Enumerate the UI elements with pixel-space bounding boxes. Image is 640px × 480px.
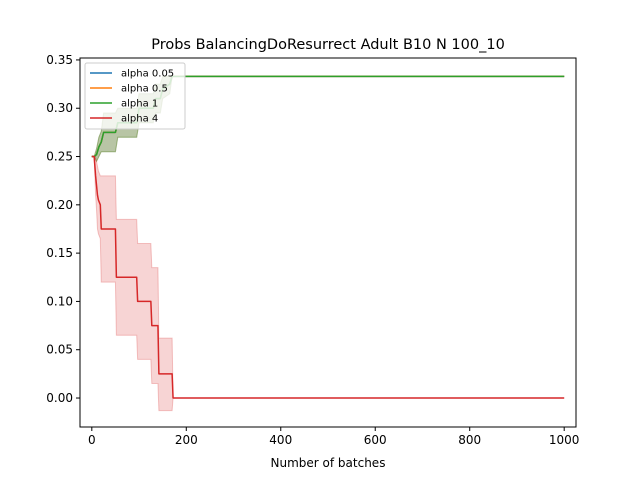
x-tick-label: 0 — [88, 433, 96, 447]
x-tick-label: 800 — [458, 433, 481, 447]
y-tick-label: 0.25 — [46, 150, 73, 164]
legend-label-1: alpha 0.5 — [121, 84, 168, 95]
y-tick-label: 0.15 — [46, 246, 73, 260]
y-tick-label: 0.10 — [46, 294, 73, 308]
legend-label-3: alpha 4 — [121, 114, 158, 125]
y-tick-label: 0.05 — [46, 343, 73, 357]
legend-label-2: alpha 1 — [121, 99, 158, 110]
y-tick-label: 0.00 — [46, 391, 73, 405]
legend: alpha 0.05 alpha 0.5 alpha 1 alpha 4 — [85, 63, 185, 129]
x-axis-label: Number of batches — [271, 456, 386, 470]
y-tick-label: 0.20 — [46, 198, 73, 212]
legend-label-0: alpha 0.05 — [121, 69, 174, 80]
x-tick-label: 400 — [269, 433, 292, 447]
chart-title: Probs BalancingDoResurrect Adult B10 N 1… — [151, 37, 505, 53]
y-tick-label: 0.35 — [46, 53, 73, 67]
x-tick-label: 1000 — [549, 433, 580, 447]
x-tick-label: 200 — [175, 433, 198, 447]
y-tick-label: 0.30 — [46, 101, 73, 115]
x-tick-label: 600 — [364, 433, 387, 447]
